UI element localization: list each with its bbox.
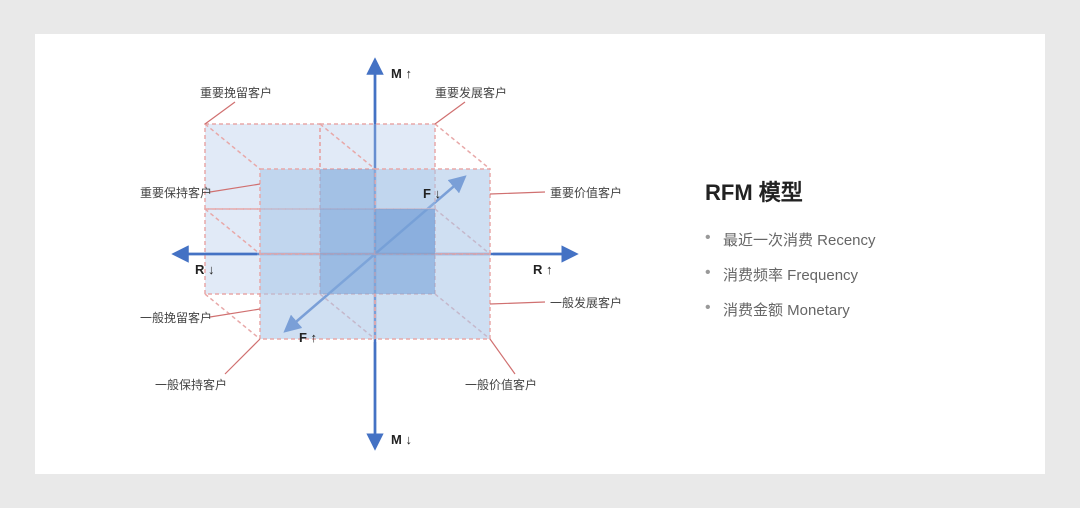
axis-label-r-left: R ↓ bbox=[195, 262, 215, 277]
seg-top-right-back: 重要发展客户 bbox=[435, 84, 507, 101]
diagram-title: RFM 模型 bbox=[705, 175, 1045, 207]
seg-bot-left-back: 一般挽留客户 bbox=[140, 309, 212, 326]
axis-label-f-down: F ↓ bbox=[423, 186, 441, 201]
seg-bot-left-front: 一般保持客户 bbox=[155, 376, 227, 393]
text-panel: RFM 模型 最近一次消费 Recency 消费频率 Frequency 消费金… bbox=[675, 175, 1045, 334]
bullet-item: 最近一次消费 Recency bbox=[705, 229, 1045, 250]
bullet-item: 消费频率 Frequency bbox=[705, 264, 1045, 285]
axis-label-m-up: M ↑ bbox=[391, 66, 412, 81]
axis-label-m-down: M ↓ bbox=[391, 432, 412, 447]
bullet-item: 消费金额 Monetary bbox=[705, 299, 1045, 320]
seg-top-left-front: 重要保持客户 bbox=[140, 184, 212, 201]
rfm-cube-diagram: M ↑ M ↓ R ↓ R ↑ F ↑ F ↓ 重要挽留客户 重要发展客户 重要… bbox=[35, 34, 675, 474]
seg-top-right-front: 重要价值客户 bbox=[550, 184, 622, 201]
axis-label-r-right: R ↑ bbox=[533, 262, 553, 277]
cube-svg bbox=[35, 34, 675, 474]
seg-bot-right-front: 一般价值客户 bbox=[465, 376, 537, 393]
card: M ↑ M ↓ R ↓ R ↑ F ↑ F ↓ 重要挽留客户 重要发展客户 重要… bbox=[35, 34, 1045, 474]
seg-bot-right-back: 一般发展客户 bbox=[550, 294, 622, 311]
axis-label-f-up: F ↑ bbox=[299, 330, 317, 345]
bullet-list: 最近一次消费 Recency 消费频率 Frequency 消费金额 Monet… bbox=[705, 229, 1045, 320]
seg-top-left-back: 重要挽留客户 bbox=[200, 84, 272, 101]
